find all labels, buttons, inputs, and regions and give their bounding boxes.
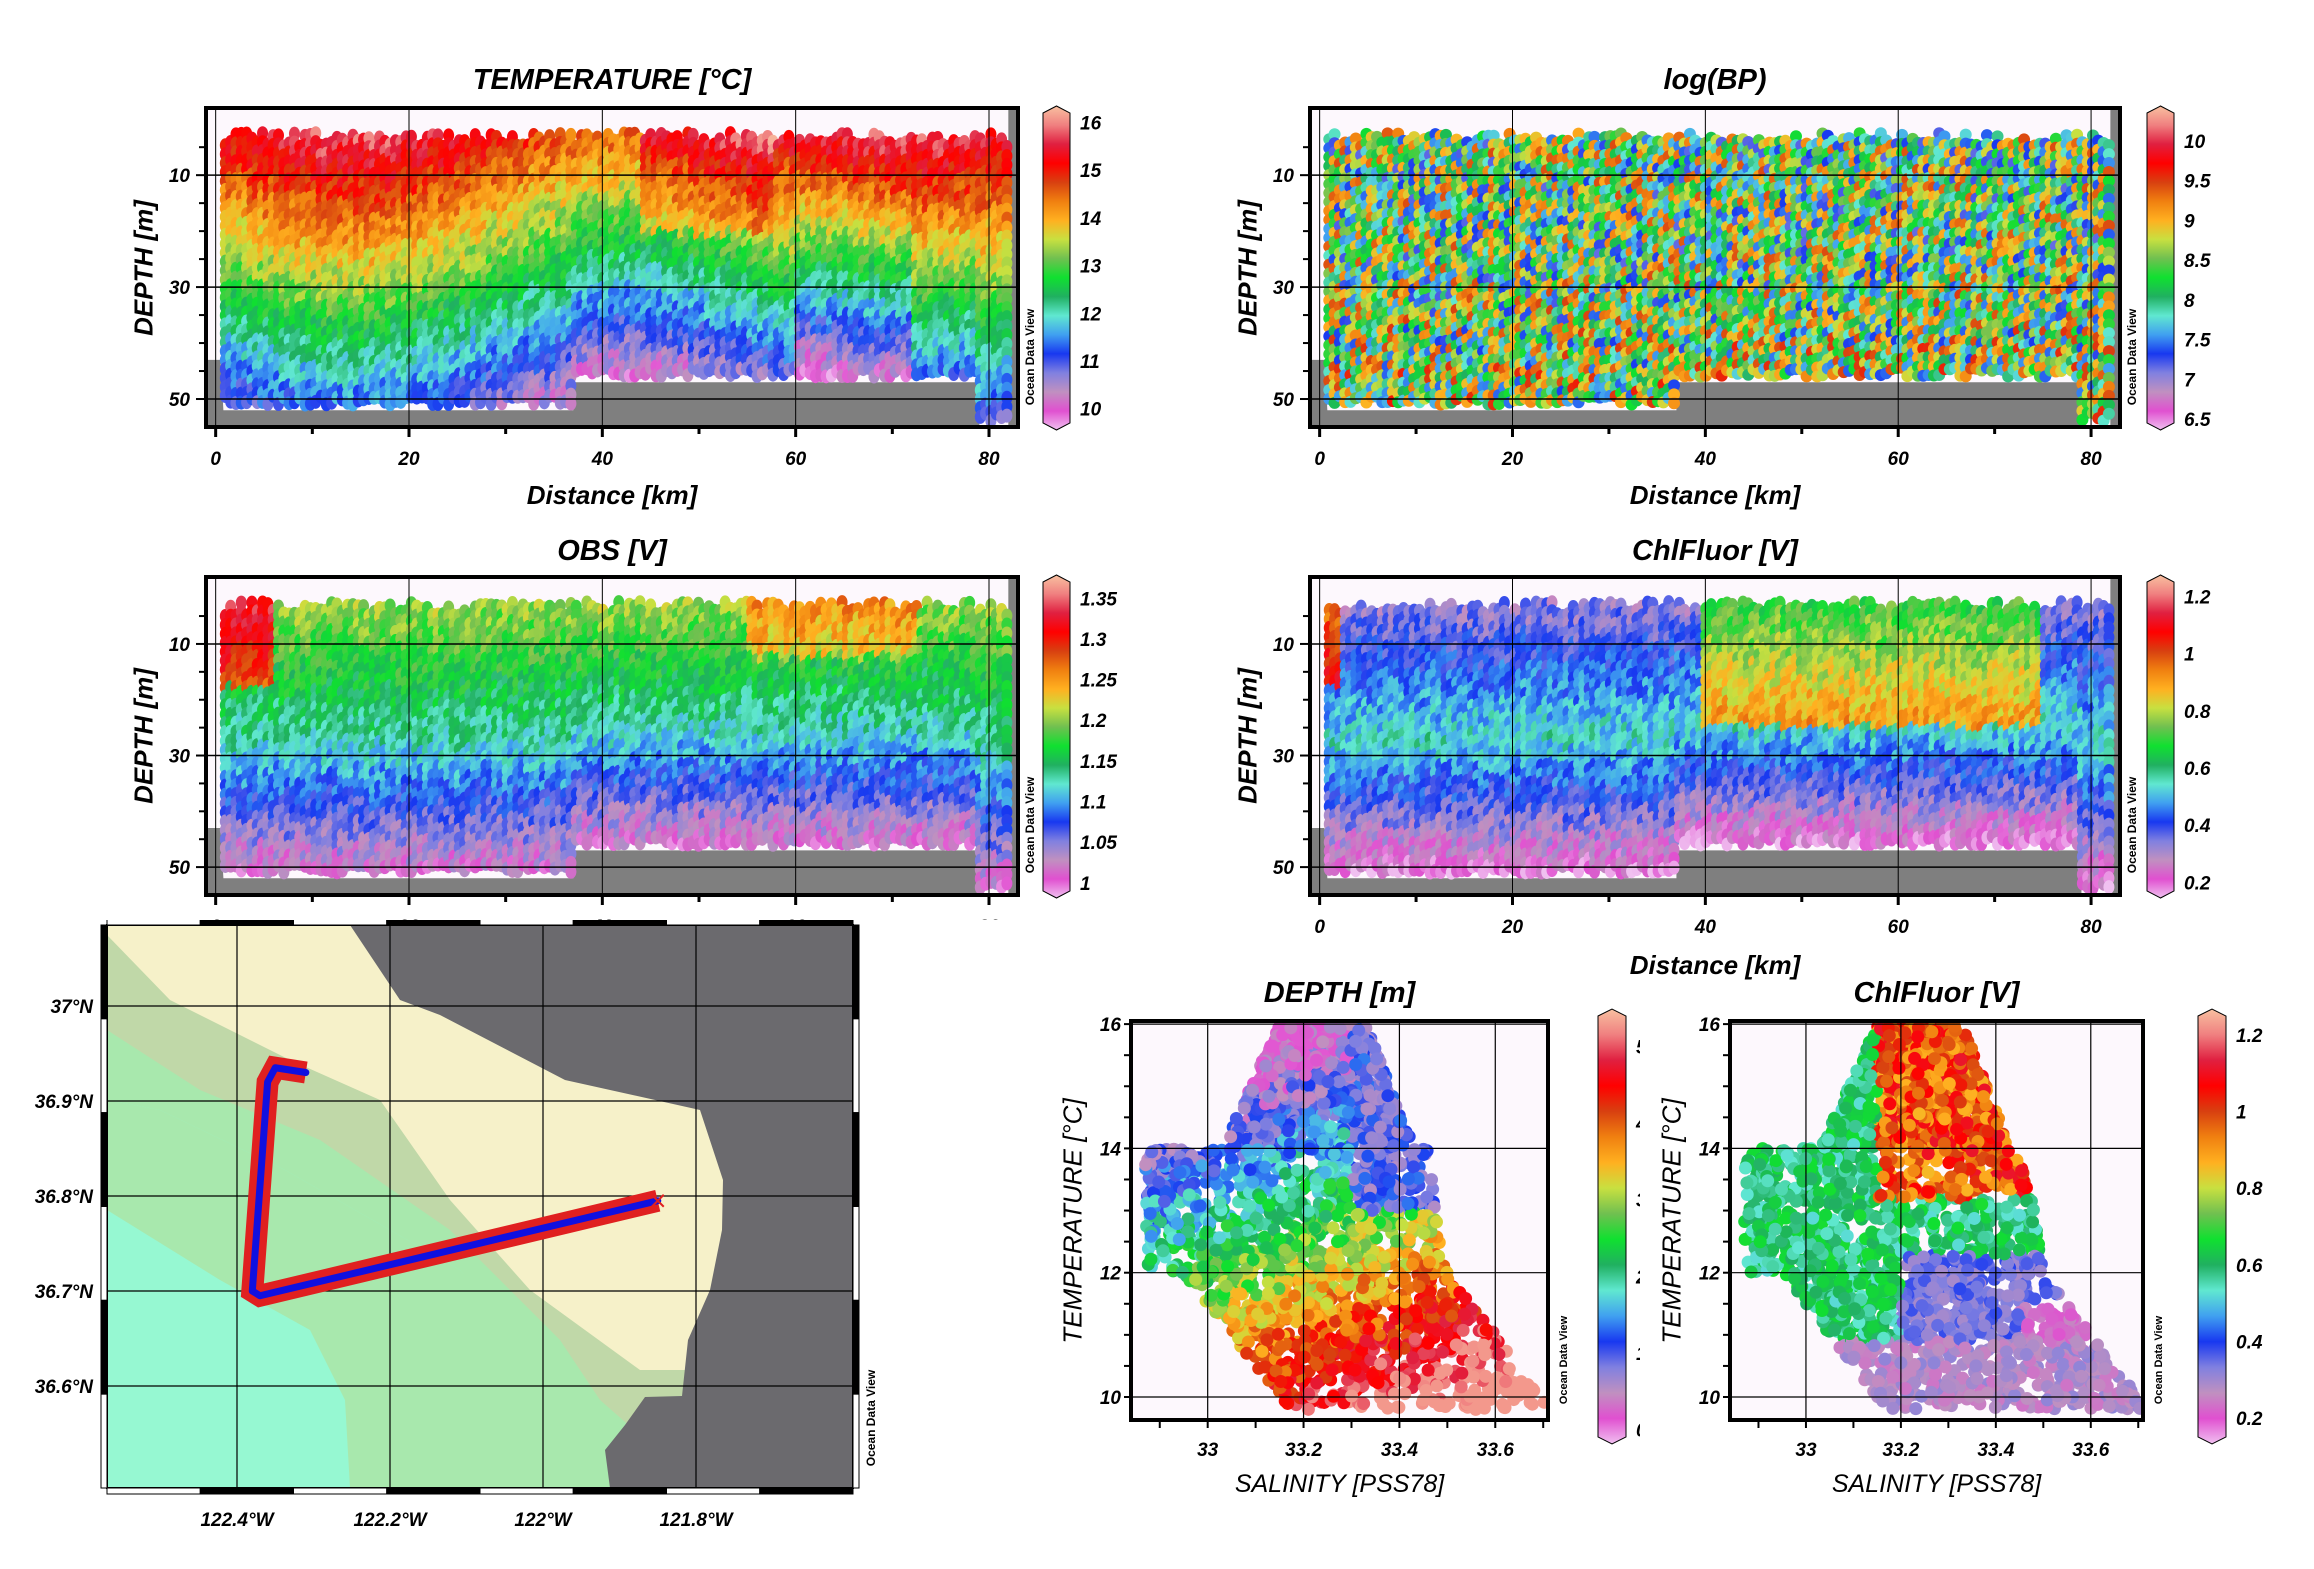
temperature-colorbar: 10 11 12 13 14 15 16 bbox=[1042, 105, 1102, 431]
data-point bbox=[1001, 408, 1013, 423]
section-data bbox=[1310, 108, 2120, 427]
temperature-section-panel: 0 20 40 60 80 10 30 50 10 11 12 13 14 15 16 TEMPERATURE… bbox=[0, 0, 1157, 510]
section-data bbox=[206, 108, 1018, 427]
temperature-colorbar-gradient bbox=[1042, 105, 1071, 431]
temperature-colorbar-tick-label: 14 bbox=[1080, 209, 1102, 230]
seafloor bbox=[1310, 359, 2082, 427]
y-tick-label: 30 bbox=[169, 278, 191, 299]
y-tick-label: 50 bbox=[169, 390, 191, 411]
data-point bbox=[1328, 128, 1341, 141]
temperature-y-axis-label: DEPTH [m] bbox=[129, 200, 160, 336]
data-point bbox=[565, 396, 577, 411]
logbp-section-panel: 0 20 40 60 80 10 30 50 6.5 7 7.5 8 8.5 9 9.5 10 log(BP) D… bbox=[1157, 0, 2314, 510]
seafloor-edge bbox=[1008, 108, 1018, 427]
x-tick-label: 80 bbox=[978, 449, 1000, 470]
x-tick-label: 20 bbox=[397, 449, 420, 470]
temperature-section-svg: 0 20 40 60 80 10 30 50 10 11 12 13 14 15 16 bbox=[169, 105, 1102, 470]
seafloor bbox=[206, 359, 980, 427]
temperature-colorbar-tick-label: 10 bbox=[1080, 400, 1102, 421]
x-tick-label: 60 bbox=[785, 449, 807, 470]
y-tick-label: 10 bbox=[169, 166, 191, 187]
plot-frame bbox=[204, 106, 1020, 429]
temperature-colorbar-tick-label: 13 bbox=[1080, 257, 1102, 278]
ocean-data-view-watermark: Ocean Data View bbox=[1023, 309, 1037, 406]
seafloor-edge bbox=[2110, 108, 2120, 427]
temperature-colorbar-tick-label: 11 bbox=[1080, 352, 1100, 373]
temperature-colorbar-tick-label: 12 bbox=[1080, 304, 1102, 325]
temperature-colorbar-tick-label: 16 bbox=[1080, 114, 1102, 135]
x-tick-label: 0 bbox=[210, 449, 221, 470]
temperature-colorbar-tick-label: 15 bbox=[1080, 161, 1102, 182]
temperature-x-axis-label: Distance [km] bbox=[527, 480, 698, 511]
x-tick-label: 40 bbox=[591, 449, 614, 470]
temperature-title: TEMPERATURE [°C] bbox=[473, 64, 752, 97]
